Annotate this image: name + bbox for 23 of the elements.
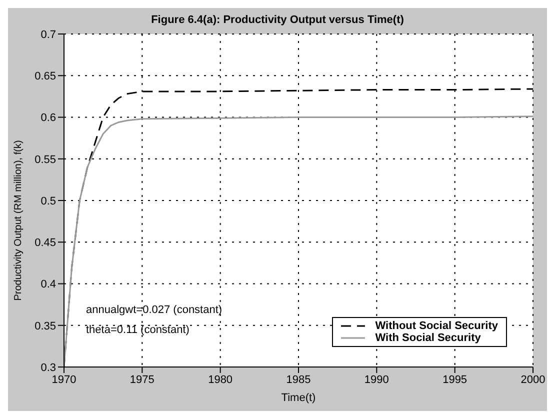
y-tick-label: 0.45 [34, 237, 56, 250]
x-tick-label: 1985 [286, 374, 311, 386]
chart-title: Figure 6.4(a): Productivity Output versus Time(t) [150, 14, 405, 26]
annotation: annualgwt=0.027 (constant) [86, 304, 222, 316]
x-axis-title: Time(t) [281, 392, 316, 404]
legend-label: Without Social Security [375, 320, 498, 332]
x-tick-label: 1970 [52, 374, 76, 386]
y-tick-label: 0.5 [40, 195, 56, 208]
y-tick-label: 0.3 [40, 362, 56, 374]
y-tick-label: 0.35 [34, 320, 56, 332]
x-tick-label: 2000 [520, 374, 546, 386]
annotation: theta=0.11 (constant) [86, 324, 190, 336]
x-tick-label: 1975 [130, 374, 154, 386]
x-tick-label: 1995 [442, 374, 468, 386]
y-tick-label: 0.65 [34, 70, 56, 83]
legend-label: With Social Security [375, 332, 481, 344]
y-tick-label: 0.7 [40, 28, 56, 41]
y-axis-title: Productivity Output (RM million), f(k) [12, 140, 24, 301]
x-tick-label: 1980 [208, 374, 233, 386]
y-tick-label: 0.4 [40, 278, 56, 291]
y-tick-label: 0.55 [34, 154, 56, 166]
x-tick-label: 1990 [364, 374, 389, 386]
y-tick-label: 0.6 [40, 112, 56, 124]
